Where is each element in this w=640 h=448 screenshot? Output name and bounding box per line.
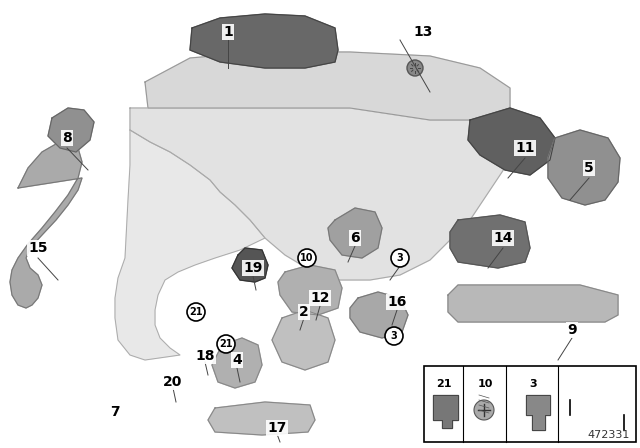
Circle shape — [474, 400, 494, 420]
Circle shape — [407, 60, 423, 76]
Circle shape — [187, 303, 205, 321]
Text: 21: 21 — [189, 307, 203, 317]
Polygon shape — [10, 142, 82, 308]
Polygon shape — [208, 402, 315, 435]
Text: 17: 17 — [268, 421, 287, 435]
Polygon shape — [145, 52, 510, 120]
Circle shape — [391, 249, 409, 267]
Text: 3: 3 — [397, 253, 403, 263]
Text: 8: 8 — [62, 131, 72, 145]
Polygon shape — [232, 248, 268, 282]
Text: 2: 2 — [299, 305, 309, 319]
Text: 12: 12 — [310, 291, 330, 305]
Text: 3: 3 — [529, 379, 537, 389]
Polygon shape — [433, 395, 458, 428]
Polygon shape — [350, 292, 408, 338]
Text: 16: 16 — [387, 295, 406, 309]
Text: 7: 7 — [110, 405, 120, 419]
Circle shape — [298, 249, 316, 267]
Text: 13: 13 — [413, 25, 433, 39]
Text: 21: 21 — [436, 379, 452, 389]
Polygon shape — [115, 130, 265, 360]
Text: 18: 18 — [195, 349, 215, 363]
Text: 21: 21 — [220, 339, 233, 349]
Polygon shape — [212, 338, 262, 388]
Text: 6: 6 — [350, 231, 360, 245]
Text: 1: 1 — [223, 25, 233, 39]
Polygon shape — [48, 108, 94, 152]
Text: 14: 14 — [493, 231, 513, 245]
Text: 472331: 472331 — [588, 430, 630, 440]
Text: 15: 15 — [28, 241, 48, 255]
Text: 10: 10 — [477, 379, 493, 389]
Polygon shape — [272, 310, 335, 370]
Polygon shape — [278, 265, 342, 315]
Polygon shape — [448, 285, 618, 322]
Text: 11: 11 — [515, 141, 535, 155]
Circle shape — [385, 327, 403, 345]
Polygon shape — [548, 130, 620, 205]
Circle shape — [217, 335, 235, 353]
Polygon shape — [328, 208, 382, 258]
Text: 3: 3 — [390, 331, 397, 341]
Text: 10: 10 — [300, 253, 314, 263]
Text: 4: 4 — [232, 353, 242, 367]
Polygon shape — [130, 108, 520, 280]
Polygon shape — [468, 108, 555, 175]
Text: 19: 19 — [243, 261, 262, 275]
Bar — [424, 366, 636, 442]
Polygon shape — [190, 14, 338, 68]
Polygon shape — [450, 215, 530, 268]
Polygon shape — [526, 395, 550, 430]
Text: 9: 9 — [567, 323, 577, 337]
Text: 20: 20 — [163, 375, 182, 389]
Text: 5: 5 — [584, 161, 594, 175]
